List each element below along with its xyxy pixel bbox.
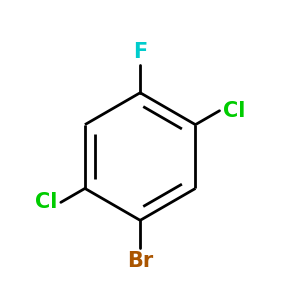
Text: Cl: Cl bbox=[35, 192, 58, 212]
Text: F: F bbox=[133, 42, 147, 62]
Text: Cl: Cl bbox=[223, 101, 245, 121]
Text: Br: Br bbox=[127, 251, 153, 272]
